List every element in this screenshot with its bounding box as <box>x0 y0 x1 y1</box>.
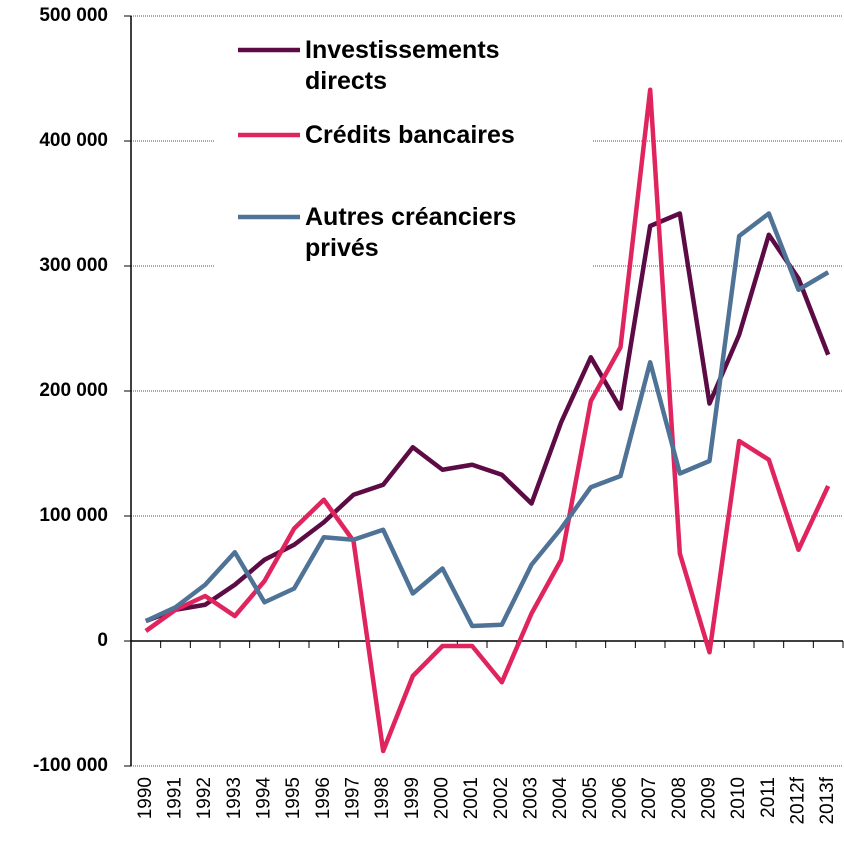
x-tick-label: 1996 <box>313 777 334 819</box>
y-tick-label: 300 000 <box>39 255 108 276</box>
x-tick-label: 1999 <box>402 777 423 819</box>
x-tick-label: 1992 <box>194 777 215 819</box>
series-line <box>144 87 831 754</box>
y-tick-label: 200 000 <box>39 380 108 401</box>
legend-label: Investissements directs <box>305 36 500 95</box>
x-tick-label: 1994 <box>254 777 275 820</box>
y-tick-label: 500 000 <box>39 5 108 26</box>
x-tick-label: 1993 <box>224 777 245 819</box>
x-tick-label: 2008 <box>669 777 690 819</box>
x-tick-label: 2003 <box>521 777 542 819</box>
legend-label: Autres créanciers privés <box>305 203 517 262</box>
x-tick-label: 2002 <box>491 777 512 819</box>
x-tick-label: 2011 <box>758 777 779 818</box>
x-tick-label: 2005 <box>580 777 601 819</box>
y-tick-label: -100 000 <box>33 755 108 776</box>
x-tick-label: 1997 <box>343 777 364 819</box>
x-tick-label: 1998 <box>372 777 393 819</box>
x-tick-label: 2000 <box>432 777 453 819</box>
x-tick-label: 2009 <box>699 777 720 819</box>
y-tick-label: 100 000 <box>39 505 108 526</box>
y-tick-label: 0 <box>97 630 108 651</box>
x-tick-label: 2007 <box>639 777 660 819</box>
legend-box <box>215 30 593 275</box>
x-tick-label: 2010 <box>728 777 749 819</box>
x-tick-label: 1991 <box>165 777 186 819</box>
x-tick-label: 1990 <box>135 777 156 819</box>
x-tick-label: 2012f <box>788 776 809 824</box>
x-tick-label: 2004 <box>550 777 571 820</box>
x-tick-label: 2006 <box>610 777 631 819</box>
series-line <box>145 211 831 624</box>
series-line <box>144 211 830 629</box>
x-tick-label: 1995 <box>283 777 304 819</box>
legend-label: Crédits bancaires <box>305 121 515 149</box>
x-tick-label: 2001 <box>461 777 482 819</box>
x-tick-label: 2013f <box>817 776 838 824</box>
y-tick-label: 400 000 <box>39 130 108 151</box>
